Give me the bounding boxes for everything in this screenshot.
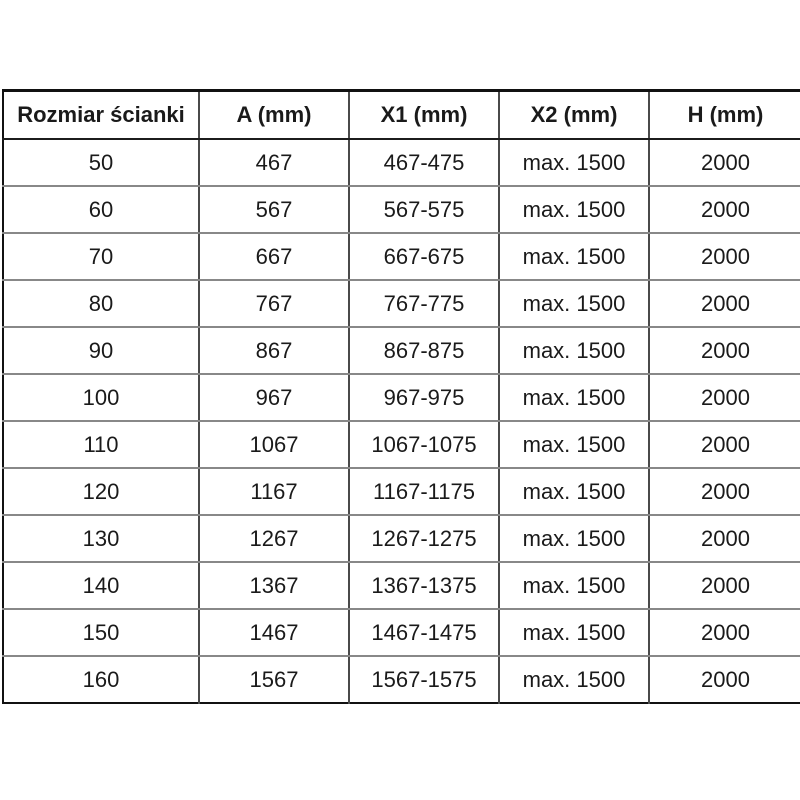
table-cell: 1067 — [198, 421, 349, 469]
table-cell: 2000 — [648, 656, 800, 703]
column-header-x1-mm: X1 (mm) — [348, 90, 499, 140]
table-cell: 90 — [3, 327, 199, 375]
column-header-a-mm: A (mm) — [198, 90, 349, 140]
table-cell: 2000 — [648, 421, 800, 469]
table-cell: max. 1500 — [498, 139, 649, 187]
table-cell: 110 — [3, 421, 199, 469]
dimensions-spec-table: Rozmiar ścianki A (mm) X1 (mm) X2 (mm) H… — [2, 89, 800, 704]
table-row: 80 767 767-775 max. 1500 2000 — [3, 280, 800, 328]
table-row: 60 567 567-575 max. 1500 2000 — [3, 186, 800, 234]
table-row: 160 1567 1567-1575 max. 1500 2000 — [3, 656, 800, 703]
table-cell: 60 — [3, 186, 199, 234]
table-cell: 767-775 — [348, 280, 499, 328]
table-cell: 767 — [198, 280, 349, 328]
table-cell: 1267-1275 — [348, 515, 499, 563]
table-cell: 120 — [3, 468, 199, 516]
table-row: 130 1267 1267-1275 max. 1500 2000 — [3, 515, 800, 563]
table-cell: 1467-1475 — [348, 609, 499, 657]
table-cell: 130 — [3, 515, 199, 563]
table-cell: 1167-1175 — [348, 468, 499, 516]
table-cell: 467 — [198, 139, 349, 187]
table-cell: 967-975 — [348, 374, 499, 422]
table-cell: 160 — [3, 656, 199, 703]
table-cell: 2000 — [648, 468, 800, 516]
column-header-x2-mm: X2 (mm) — [498, 90, 649, 140]
table-cell: 567-575 — [348, 186, 499, 234]
table-cell: 1367-1375 — [348, 562, 499, 610]
table-cell: max. 1500 — [498, 280, 649, 328]
table-cell: 2000 — [648, 233, 800, 281]
table-cell: 140 — [3, 562, 199, 610]
table-cell: max. 1500 — [498, 468, 649, 516]
table-cell: 1567-1575 — [348, 656, 499, 703]
table-cell: 2000 — [648, 609, 800, 657]
table-body: 50 467 467-475 max. 1500 2000 60 567 567-575 max… — [3, 139, 800, 703]
table-cell: 80 — [3, 280, 199, 328]
table-cell: max. 1500 — [498, 327, 649, 375]
table-cell: max. 1500 — [498, 609, 649, 657]
table-cell: 2000 — [648, 374, 800, 422]
table-cell: 2000 — [648, 186, 800, 234]
table-row: 100 967 967-975 max. 1500 2000 — [3, 374, 800, 422]
spec-table-container: Rozmiar ścianki A (mm) X1 (mm) X2 (mm) H… — [2, 89, 800, 704]
table-cell: 150 — [3, 609, 199, 657]
table-cell: max. 1500 — [498, 562, 649, 610]
table-cell: max. 1500 — [498, 515, 649, 563]
table-cell: 467-475 — [348, 139, 499, 187]
table-cell: 567 — [198, 186, 349, 234]
table-cell: 2000 — [648, 280, 800, 328]
table-cell: max. 1500 — [498, 656, 649, 703]
table-cell: 1267 — [198, 515, 349, 563]
table-cell: 867 — [198, 327, 349, 375]
table-cell: max. 1500 — [498, 374, 649, 422]
column-header-rozmiar-scianki: Rozmiar ścianki — [3, 90, 199, 140]
table-cell: 2000 — [648, 515, 800, 563]
table-row: 90 867 867-875 max. 1500 2000 — [3, 327, 800, 375]
table-cell: 100 — [3, 374, 199, 422]
table-cell: 667-675 — [348, 233, 499, 281]
table-row: 70 667 667-675 max. 1500 2000 — [3, 233, 800, 281]
table-cell: 1367 — [198, 562, 349, 610]
table-row: 120 1167 1167-1175 max. 1500 2000 — [3, 468, 800, 516]
table-header: Rozmiar ścianki A (mm) X1 (mm) X2 (mm) H… — [3, 90, 800, 140]
table-cell: 2000 — [648, 327, 800, 375]
table-cell: 2000 — [648, 562, 800, 610]
table-cell: 867-875 — [348, 327, 499, 375]
table-cell: 967 — [198, 374, 349, 422]
table-cell: 50 — [3, 139, 199, 187]
table-row: 150 1467 1467-1475 max. 1500 2000 — [3, 609, 800, 657]
table-cell: max. 1500 — [498, 421, 649, 469]
table-row: 50 467 467-475 max. 1500 2000 — [3, 139, 800, 187]
column-header-h-mm: H (mm) — [648, 90, 800, 140]
table-cell: 70 — [3, 233, 199, 281]
table-cell: max. 1500 — [498, 233, 649, 281]
table-row: 140 1367 1367-1375 max. 1500 2000 — [3, 562, 800, 610]
table-cell: 1567 — [198, 656, 349, 703]
table-cell: 1167 — [198, 468, 349, 516]
table-cell: 1067-1075 — [348, 421, 499, 469]
table-cell: max. 1500 — [498, 186, 649, 234]
table-cell: 667 — [198, 233, 349, 281]
table-cell: 2000 — [648, 139, 800, 187]
table-cell: 1467 — [198, 609, 349, 657]
table-row: 110 1067 1067-1075 max. 1500 2000 — [3, 421, 800, 469]
table-header-row: Rozmiar ścianki A (mm) X1 (mm) X2 (mm) H… — [3, 90, 800, 140]
